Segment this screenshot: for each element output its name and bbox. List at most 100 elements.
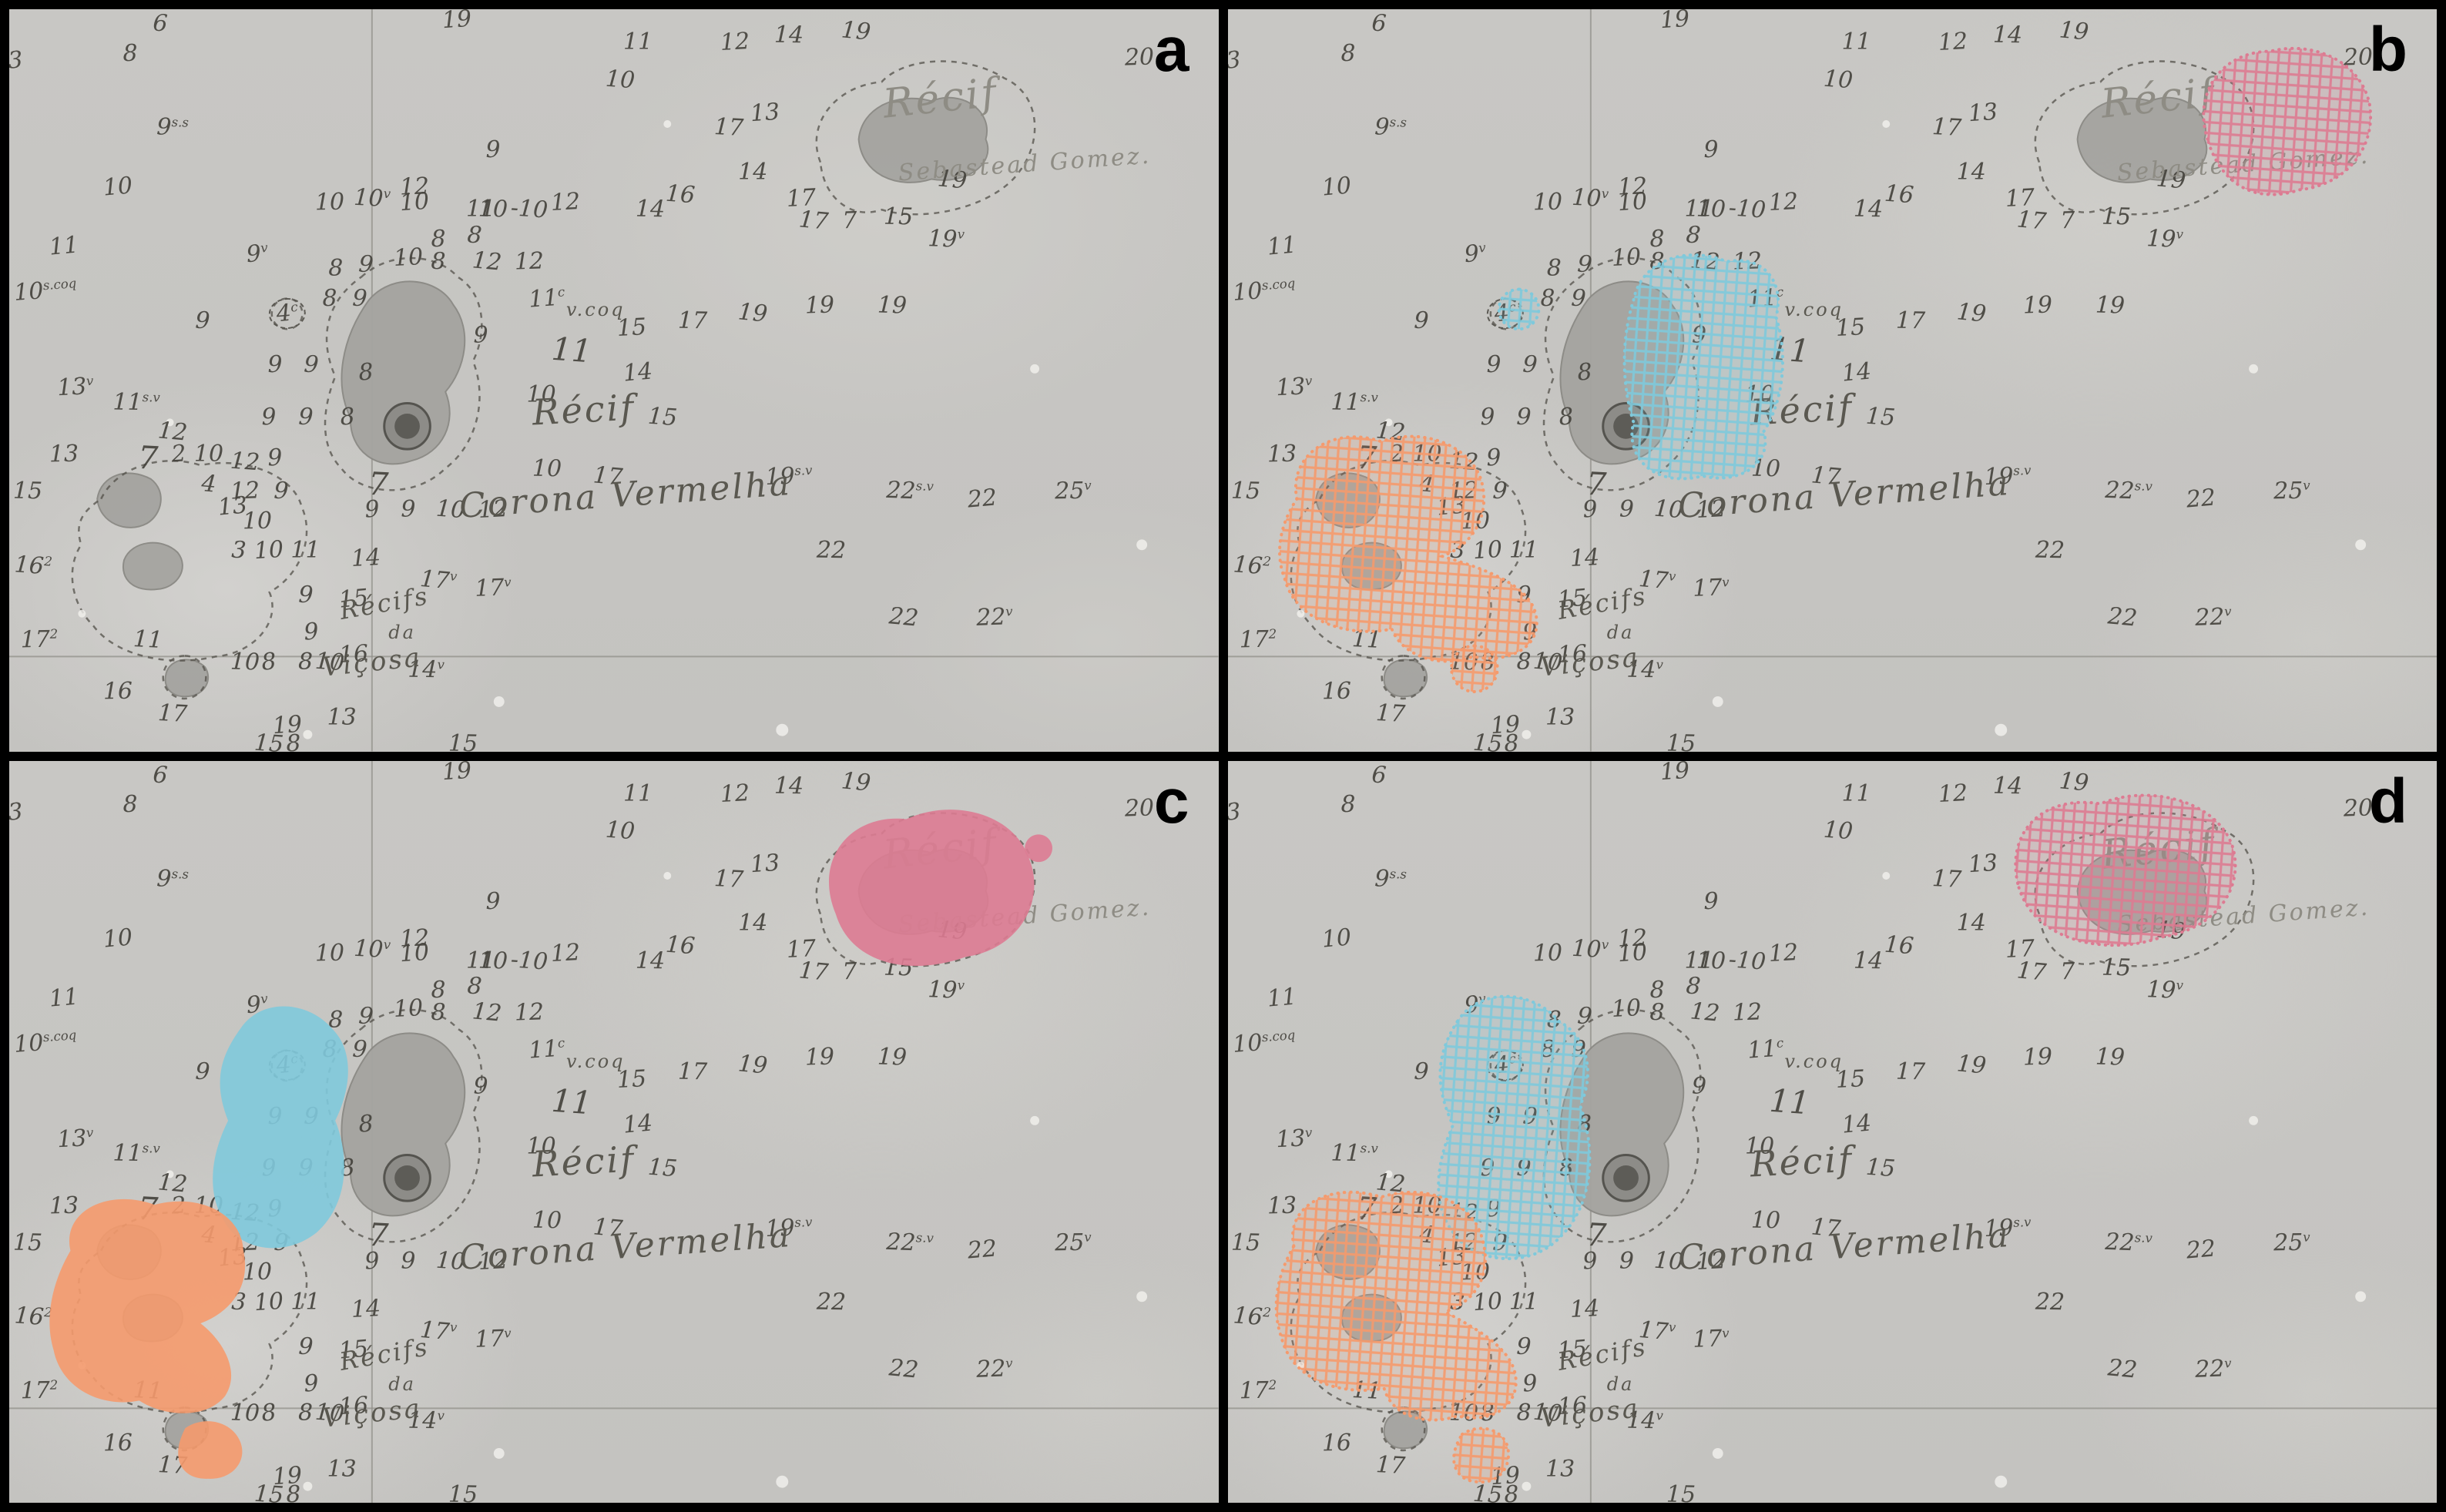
depth-sounding: 8 xyxy=(357,358,374,387)
paper-speck xyxy=(663,871,672,880)
panel-label-a: a xyxy=(1153,15,1189,85)
depth-sounding: 15 xyxy=(12,477,42,505)
depth-sounding: 8 xyxy=(1340,791,1357,819)
depth-sounding: 25v xyxy=(1055,1229,1092,1257)
paper-speck xyxy=(303,1481,313,1491)
reef-outline xyxy=(1380,1406,1426,1451)
depth-sounding: 19 xyxy=(840,16,872,46)
place-label: da xyxy=(1606,622,1635,644)
depth-sounding: 8 xyxy=(122,791,138,819)
depth-sounding: 2 xyxy=(169,440,187,468)
depth-sounding: 25v xyxy=(2273,1229,2310,1257)
depth-sounding: 8 xyxy=(1575,358,1593,387)
depth-sounding: 6 xyxy=(152,761,169,790)
depth-sounding: 12 xyxy=(514,246,545,276)
depth-sounding: 8 xyxy=(1649,998,1665,1027)
depth-sounding: 15 xyxy=(1230,1229,1261,1257)
depth-sounding: 9 xyxy=(1703,887,1720,915)
paper-speck xyxy=(1521,1481,1531,1491)
depth-sounding: 14 xyxy=(738,910,768,937)
depth-sounding: 10 xyxy=(1412,441,1442,468)
depth-sounding: 3 xyxy=(9,46,24,75)
depth-sounding: 25v xyxy=(1055,478,1092,505)
depth-sounding: 10 xyxy=(242,507,273,535)
depth-sounding: 8 xyxy=(1649,247,1665,275)
depth-sounding: 22 xyxy=(2035,537,2065,565)
depth-sounding: 10 xyxy=(1611,994,1642,1024)
depth-sounding: 3 xyxy=(1227,798,1243,826)
depth-sounding: 9 xyxy=(473,1073,488,1101)
depth-sounding: 9 xyxy=(303,350,320,379)
depth-sounding: 11 xyxy=(1841,28,1871,56)
paper-speck xyxy=(1296,1361,1304,1370)
depth-sounding: 10 xyxy=(1750,1206,1781,1235)
depth-sounding: 16 xyxy=(1883,179,1914,210)
depth-sounding: 10 xyxy=(1533,939,1563,967)
depth-sounding: 3 xyxy=(9,798,24,826)
depth-sounding: 8 xyxy=(1557,1154,1575,1183)
depth-sounding: 11 xyxy=(550,330,593,370)
depth-sounding: 12 xyxy=(1689,997,1722,1028)
depth-sounding: 10 xyxy=(1448,648,1479,676)
map-panel-a: 3 8 6 19 11 10 12 14 19 20 9s.s 10 9 17 13 14 16 17 15 19 12… xyxy=(9,9,1219,752)
depth-sounding: 10 xyxy=(314,188,345,216)
depth-sounding: 9 xyxy=(1582,1247,1599,1276)
depth-sounding: 10s.coq xyxy=(1231,276,1296,307)
depth-sounding: 10 xyxy=(1471,536,1504,565)
depth-sounding: 22 xyxy=(966,484,998,514)
depth-sounding: 19 xyxy=(2095,291,2126,320)
depth-sounding: 14 xyxy=(350,1295,381,1324)
depth-sounding: 20 xyxy=(1124,794,1156,823)
depth-sounding: 8 xyxy=(1685,972,1702,1001)
depth-sounding: 10 xyxy=(532,455,562,483)
depth-sounding: -10 xyxy=(1728,945,1767,976)
depth-sounding: 9 xyxy=(267,444,284,472)
depth-sounding: 10 xyxy=(1460,507,1491,535)
paper-speck xyxy=(1712,1447,1723,1459)
coral-head-core xyxy=(394,413,420,439)
depth-sounding: 11 xyxy=(1266,231,1298,261)
depth-sounding: 10 xyxy=(314,939,345,967)
depth-sounding: 7 xyxy=(841,206,857,234)
depth-sounding: 11 xyxy=(1768,330,1812,370)
depth-sounding: 19 xyxy=(877,1043,908,1071)
depth-sounding: 8 xyxy=(1546,1006,1562,1034)
depth-sounding: 17 xyxy=(156,1450,188,1480)
reef-outline xyxy=(2034,60,2254,216)
depth-sounding: 22s.v xyxy=(2104,477,2152,505)
depth-sounding: 9 xyxy=(1703,136,1720,164)
paper-speck xyxy=(1030,364,1040,374)
depth-sounding: 13v xyxy=(1275,373,1313,402)
depth-sounding: 12 xyxy=(549,939,581,967)
depth-sounding: 9 xyxy=(1479,403,1496,431)
place-label: Récif xyxy=(2099,820,2219,879)
depth-sounding: 12 xyxy=(1768,187,1800,216)
depth-sounding: 9 xyxy=(1515,581,1532,609)
depth-sounding: 8 xyxy=(328,255,344,283)
coral-head-core xyxy=(394,1165,420,1191)
reef-outline xyxy=(71,460,308,662)
depth-sounding: 19v xyxy=(928,224,965,253)
depth-sounding: 15 xyxy=(1666,729,1696,752)
depth-sounding: 12 xyxy=(549,187,581,216)
depth-sounding: 9 xyxy=(364,1247,381,1276)
depth-sounding: 19 xyxy=(804,1043,835,1071)
reef-sketch xyxy=(1314,1224,1381,1280)
place-label: v.coq xyxy=(565,1050,626,1072)
depth-sounding: 15 xyxy=(646,402,678,432)
paper-speck xyxy=(1384,418,1393,427)
depth-sounding: 7 xyxy=(137,438,159,478)
depth-sounding: 22 xyxy=(966,1235,998,1266)
depth-sounding: 17 xyxy=(1375,699,1407,729)
depth-sounding: 19 xyxy=(2022,1043,2053,1071)
depth-sounding: 4 xyxy=(1418,469,1436,498)
paper-speck xyxy=(776,723,789,736)
depth-sounding: 10 xyxy=(102,924,134,954)
depth-sounding: 16 xyxy=(1321,678,1352,706)
depth-sounding: 22 xyxy=(2185,484,2217,514)
depth-sounding: 9 xyxy=(1491,1229,1508,1257)
depth-sounding: 14 xyxy=(1569,544,1600,572)
depth-sounding: 8 xyxy=(431,998,447,1027)
depth-sounding: 22v xyxy=(2194,603,2232,632)
depth-sounding: 13 xyxy=(1545,1455,1575,1483)
